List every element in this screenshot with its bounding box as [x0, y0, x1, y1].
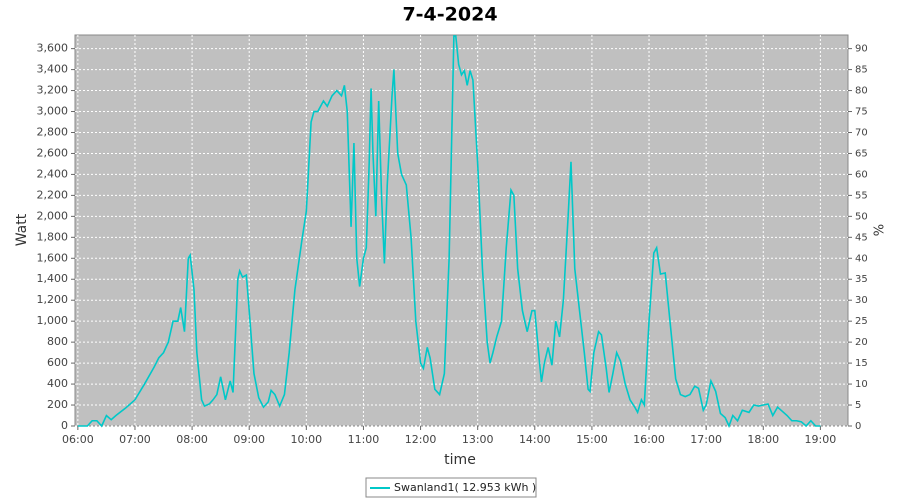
x-tick-label: 11:00: [348, 433, 380, 446]
y2-tick-label: 55: [855, 190, 868, 201]
y-tick-label: 2,400: [37, 167, 69, 180]
y2-tick-label: 0: [855, 421, 861, 432]
y-tick-label: 400: [47, 377, 68, 390]
x-tick-label: 09:00: [233, 433, 265, 446]
y2-tick-label: 5: [855, 400, 861, 411]
y-axis-label: Watt: [14, 213, 30, 246]
y-tick-label: 1,000: [37, 314, 69, 327]
y-tick-label: 800: [47, 335, 68, 348]
y-tick-label: 3,600: [37, 42, 69, 55]
y2-axis-label: %: [873, 224, 888, 236]
y-tick-label: 1,600: [37, 251, 69, 264]
plot-area: [74, 34, 849, 427]
y2-tick-label: 10: [855, 379, 868, 390]
y2-tick-label: 90: [855, 44, 868, 55]
y2-tick-label: 45: [855, 232, 868, 243]
y2-tick-label: 70: [855, 127, 868, 138]
x-tick-label: 17:00: [690, 433, 722, 446]
x-tick-label: 14:00: [519, 433, 551, 446]
x-tick-label: 10:00: [290, 433, 322, 446]
series-line: [77, 35, 821, 429]
y2-tick-label: 50: [855, 211, 868, 222]
y2-tick-label: 30: [855, 295, 868, 306]
y2-tick-label: 40: [855, 253, 868, 264]
y2-tick-label: 15: [855, 358, 868, 369]
y-tick-label: 3,400: [37, 63, 69, 76]
x-tick-label: 08:00: [176, 433, 208, 446]
x-tick-label: 19:00: [805, 433, 837, 446]
x-tick-label: 18:00: [747, 433, 779, 446]
x-tick-label: 07:00: [119, 433, 151, 446]
chart-title: 7-4-2024: [402, 4, 497, 26]
y2-tick-label: 85: [855, 65, 868, 76]
x-axis-label: time: [444, 452, 476, 468]
x-tick-label: 16:00: [633, 433, 665, 446]
x-tick-label: 15:00: [576, 433, 608, 446]
y-tick-label: 200: [47, 398, 68, 411]
legend-label: Swanland1( 12.953 kWh ): [394, 481, 536, 494]
x-tick-label: 06:00: [62, 433, 94, 446]
y-tick-label: 1,400: [37, 272, 69, 285]
y-tick-label: 2,200: [37, 188, 69, 201]
x-tick-label: 13:00: [462, 433, 494, 446]
legend: [365, 477, 537, 498]
x-tick-label: 12:00: [405, 433, 437, 446]
y-tick-label: 2,600: [37, 146, 69, 159]
y-tick-label: 0: [61, 419, 68, 432]
y2-tick-label: 80: [855, 86, 868, 97]
y2-tick-label: 35: [855, 274, 868, 285]
y-tick-label: 2,000: [37, 209, 69, 222]
y2-tick-label: 65: [855, 148, 868, 159]
y-tick-label: 600: [47, 356, 68, 369]
y2-tick-label: 20: [855, 337, 868, 348]
y2-tick-label: 25: [855, 316, 868, 327]
y2-tick-label: 60: [855, 169, 868, 180]
y-tick-label: 2,800: [37, 125, 69, 138]
y-tick-label: 1,800: [37, 230, 69, 243]
y-tick-label: 3,000: [37, 105, 69, 118]
y2-tick-label: 75: [855, 107, 868, 118]
y-tick-label: 3,200: [37, 84, 69, 97]
y-tick-label: 1,200: [37, 293, 69, 306]
